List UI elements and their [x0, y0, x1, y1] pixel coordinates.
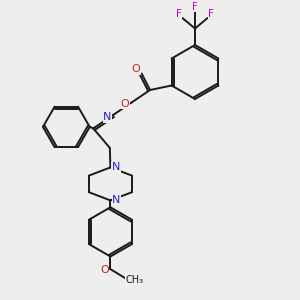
Text: F: F: [208, 9, 214, 20]
Text: N: N: [103, 112, 112, 122]
Text: N: N: [112, 195, 121, 206]
Text: F: F: [192, 2, 198, 12]
Text: O: O: [100, 265, 109, 275]
Text: F: F: [176, 9, 182, 20]
Text: N: N: [112, 162, 120, 172]
Text: CH₃: CH₃: [126, 275, 144, 285]
Text: O: O: [120, 99, 129, 109]
Text: O: O: [132, 64, 141, 74]
